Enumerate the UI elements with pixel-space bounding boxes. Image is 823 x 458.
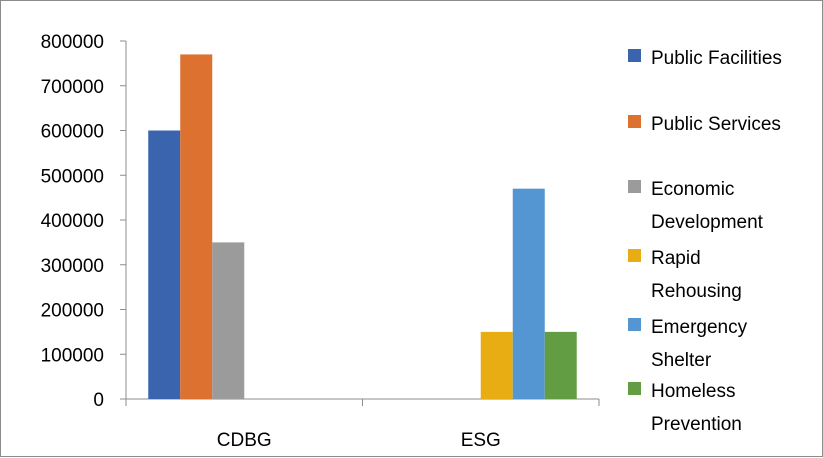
legend-item: Homeless Prevention <box>628 381 742 435</box>
bar-public-services-cdbg <box>180 54 213 400</box>
legend-label: Homeless Prevention <box>651 381 742 435</box>
y-tick-label: 500000 <box>41 166 104 187</box>
legend-label: Economic Development <box>651 179 764 233</box>
y-tick-label: 400000 <box>41 211 104 232</box>
legend-label: Public Facilities <box>651 48 782 69</box>
legend-item: Public Facilities <box>628 48 782 69</box>
y-tick-label: 800000 <box>41 32 104 53</box>
legend-swatch <box>628 49 641 62</box>
y-tick-label: 600000 <box>41 122 104 143</box>
bar-emergency-shelter-esg <box>512 188 545 399</box>
bar-public-facilities-cdbg <box>148 130 181 399</box>
y-tick-label: 700000 <box>41 77 104 98</box>
legend-label: Rapid Rehousing <box>651 248 742 302</box>
legend-item: Emergency Shelter <box>628 317 748 371</box>
y-tick-label: 200000 <box>41 301 104 322</box>
y-tick-label: 100000 <box>41 345 104 366</box>
legend-swatch <box>628 115 641 128</box>
bar-rapid-rehousing-esg <box>480 331 513 399</box>
x-axis: CDBG ESG <box>125 398 600 451</box>
legend-item: Rapid Rehousing <box>628 248 742 302</box>
y-tick-label: 300000 <box>41 256 104 277</box>
x-tick-label: ESG <box>461 430 501 451</box>
legend-swatch <box>628 382 641 395</box>
legend-item: Economic Development <box>628 179 764 233</box>
legend: Public Facilities Public Services Economic… <box>628 48 782 435</box>
y-axis: 0 100000 200000 300000 400000 500000 600000 700… <box>41 32 127 411</box>
y-tick-label: 0 <box>93 390 104 411</box>
legend-label: Emergency Shelter <box>651 317 748 371</box>
legend-swatch <box>628 318 641 331</box>
legend-swatch <box>628 249 641 262</box>
bars <box>148 54 577 400</box>
legend-label: Public Services <box>651 114 781 135</box>
legend-item: Public Services <box>628 114 781 135</box>
bar-economic-development-cdbg <box>212 242 245 399</box>
bar-homeless-prevention-esg <box>544 331 577 399</box>
x-tick-label: CDBG <box>217 430 272 451</box>
legend-swatch <box>628 180 641 193</box>
